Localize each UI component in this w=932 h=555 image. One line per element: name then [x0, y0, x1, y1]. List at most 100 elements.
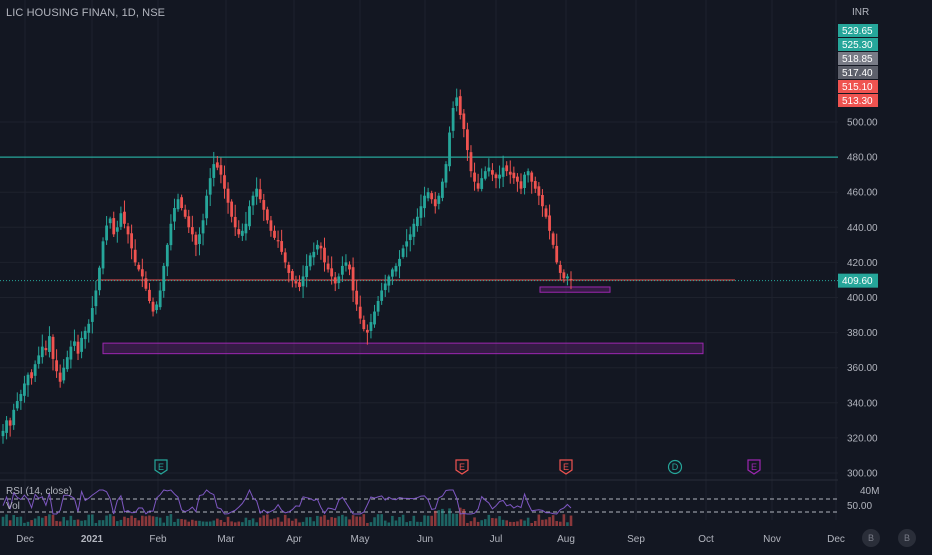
scroll-left-button[interactable]: B — [862, 529, 880, 547]
candle[interactable] — [373, 304, 376, 328]
candle[interactable] — [233, 204, 237, 236]
candle[interactable] — [294, 275, 298, 288]
candle[interactable] — [26, 372, 30, 397]
candle[interactable] — [376, 296, 380, 316]
candle[interactable] — [123, 200, 126, 229]
candle[interactable] — [244, 211, 248, 241]
candle[interactable] — [73, 329, 76, 352]
candle[interactable] — [137, 262, 141, 272]
candle[interactable] — [340, 256, 344, 283]
candle[interactable] — [155, 301, 159, 314]
candle[interactable] — [162, 263, 166, 298]
candle[interactable] — [430, 190, 434, 204]
candle[interactable] — [530, 170, 534, 194]
candle[interactable] — [223, 165, 226, 199]
candle[interactable] — [148, 282, 151, 304]
candle[interactable] — [237, 220, 241, 238]
candle[interactable] — [390, 267, 394, 285]
candle[interactable] — [458, 89, 462, 120]
earnings-event-marker[interactable]: E — [559, 459, 573, 475]
candle[interactable] — [173, 198, 176, 231]
candle[interactable] — [5, 416, 8, 440]
candle[interactable] — [180, 194, 184, 211]
candle[interactable] — [369, 313, 373, 339]
candle[interactable] — [276, 230, 280, 248]
candle[interactable] — [273, 225, 276, 240]
candle[interactable] — [512, 166, 516, 184]
candle[interactable] — [240, 223, 244, 241]
candle[interactable] — [1, 423, 5, 444]
candle[interactable] — [119, 206, 123, 230]
candle[interactable] — [15, 392, 19, 411]
candle[interactable] — [80, 331, 83, 359]
candle[interactable] — [312, 242, 316, 266]
candle[interactable] — [76, 334, 80, 361]
earnings-event-marker[interactable]: E — [154, 459, 168, 475]
candle[interactable] — [51, 334, 55, 371]
candle[interactable] — [505, 161, 509, 177]
candle[interactable] — [33, 360, 37, 383]
candle[interactable] — [566, 273, 569, 286]
candle[interactable] — [358, 295, 362, 324]
candle[interactable] — [301, 265, 305, 299]
candle[interactable] — [333, 272, 337, 292]
candle[interactable] — [569, 271, 573, 290]
candle[interactable] — [415, 208, 419, 232]
candle[interactable] — [383, 274, 387, 297]
candle[interactable] — [258, 178, 262, 203]
candle[interactable] — [323, 237, 326, 272]
demand-zone[interactable] — [539, 286, 611, 293]
candle[interactable] — [437, 193, 441, 210]
scroll-right-button[interactable]: B — [898, 529, 916, 547]
candle[interactable] — [183, 204, 187, 219]
candle[interactable] — [362, 315, 366, 332]
candle[interactable] — [8, 417, 12, 437]
candle[interactable] — [40, 334, 44, 364]
candle[interactable] — [251, 191, 255, 215]
candle[interactable] — [226, 182, 230, 214]
candle[interactable] — [55, 349, 58, 378]
candle[interactable] — [187, 209, 191, 234]
candle[interactable] — [319, 242, 323, 260]
candle[interactable] — [419, 194, 423, 226]
candle[interactable] — [12, 403, 16, 430]
candle[interactable] — [205, 189, 209, 226]
candle[interactable] — [19, 389, 23, 410]
candle[interactable] — [58, 364, 62, 388]
candle[interactable] — [269, 215, 273, 237]
candle[interactable] — [283, 248, 287, 269]
candle[interactable] — [380, 282, 384, 305]
candle[interactable] — [37, 346, 41, 369]
earnings-event-marker[interactable]: D — [667, 459, 683, 475]
candle[interactable] — [208, 168, 212, 207]
candle[interactable] — [398, 250, 401, 279]
candle[interactable] — [387, 274, 391, 293]
candle[interactable] — [541, 189, 544, 217]
candle[interactable] — [133, 239, 137, 266]
candle[interactable] — [548, 204, 551, 240]
candle[interactable] — [401, 244, 405, 259]
candle[interactable] — [433, 191, 437, 214]
candle[interactable] — [483, 166, 487, 181]
candle[interactable] — [494, 172, 498, 189]
candle[interactable] — [412, 218, 416, 246]
candle[interactable] — [194, 231, 198, 257]
candle[interactable] — [487, 158, 491, 177]
candle[interactable] — [365, 324, 369, 345]
candle[interactable] — [348, 261, 351, 276]
candle[interactable] — [498, 165, 501, 189]
candle[interactable] — [87, 319, 91, 343]
candle[interactable] — [408, 226, 412, 252]
candle[interactable] — [190, 215, 194, 242]
candle[interactable] — [526, 168, 530, 183]
candle[interactable] — [451, 101, 455, 139]
candle[interactable] — [23, 375, 26, 403]
candle[interactable] — [405, 229, 409, 258]
candle[interactable] — [455, 88, 459, 112]
demand-zone[interactable] — [102, 342, 704, 355]
candle[interactable] — [62, 359, 66, 384]
rsi-indicator-label[interactable]: RSI (14, close) — [6, 486, 73, 497]
candle[interactable] — [151, 297, 155, 317]
